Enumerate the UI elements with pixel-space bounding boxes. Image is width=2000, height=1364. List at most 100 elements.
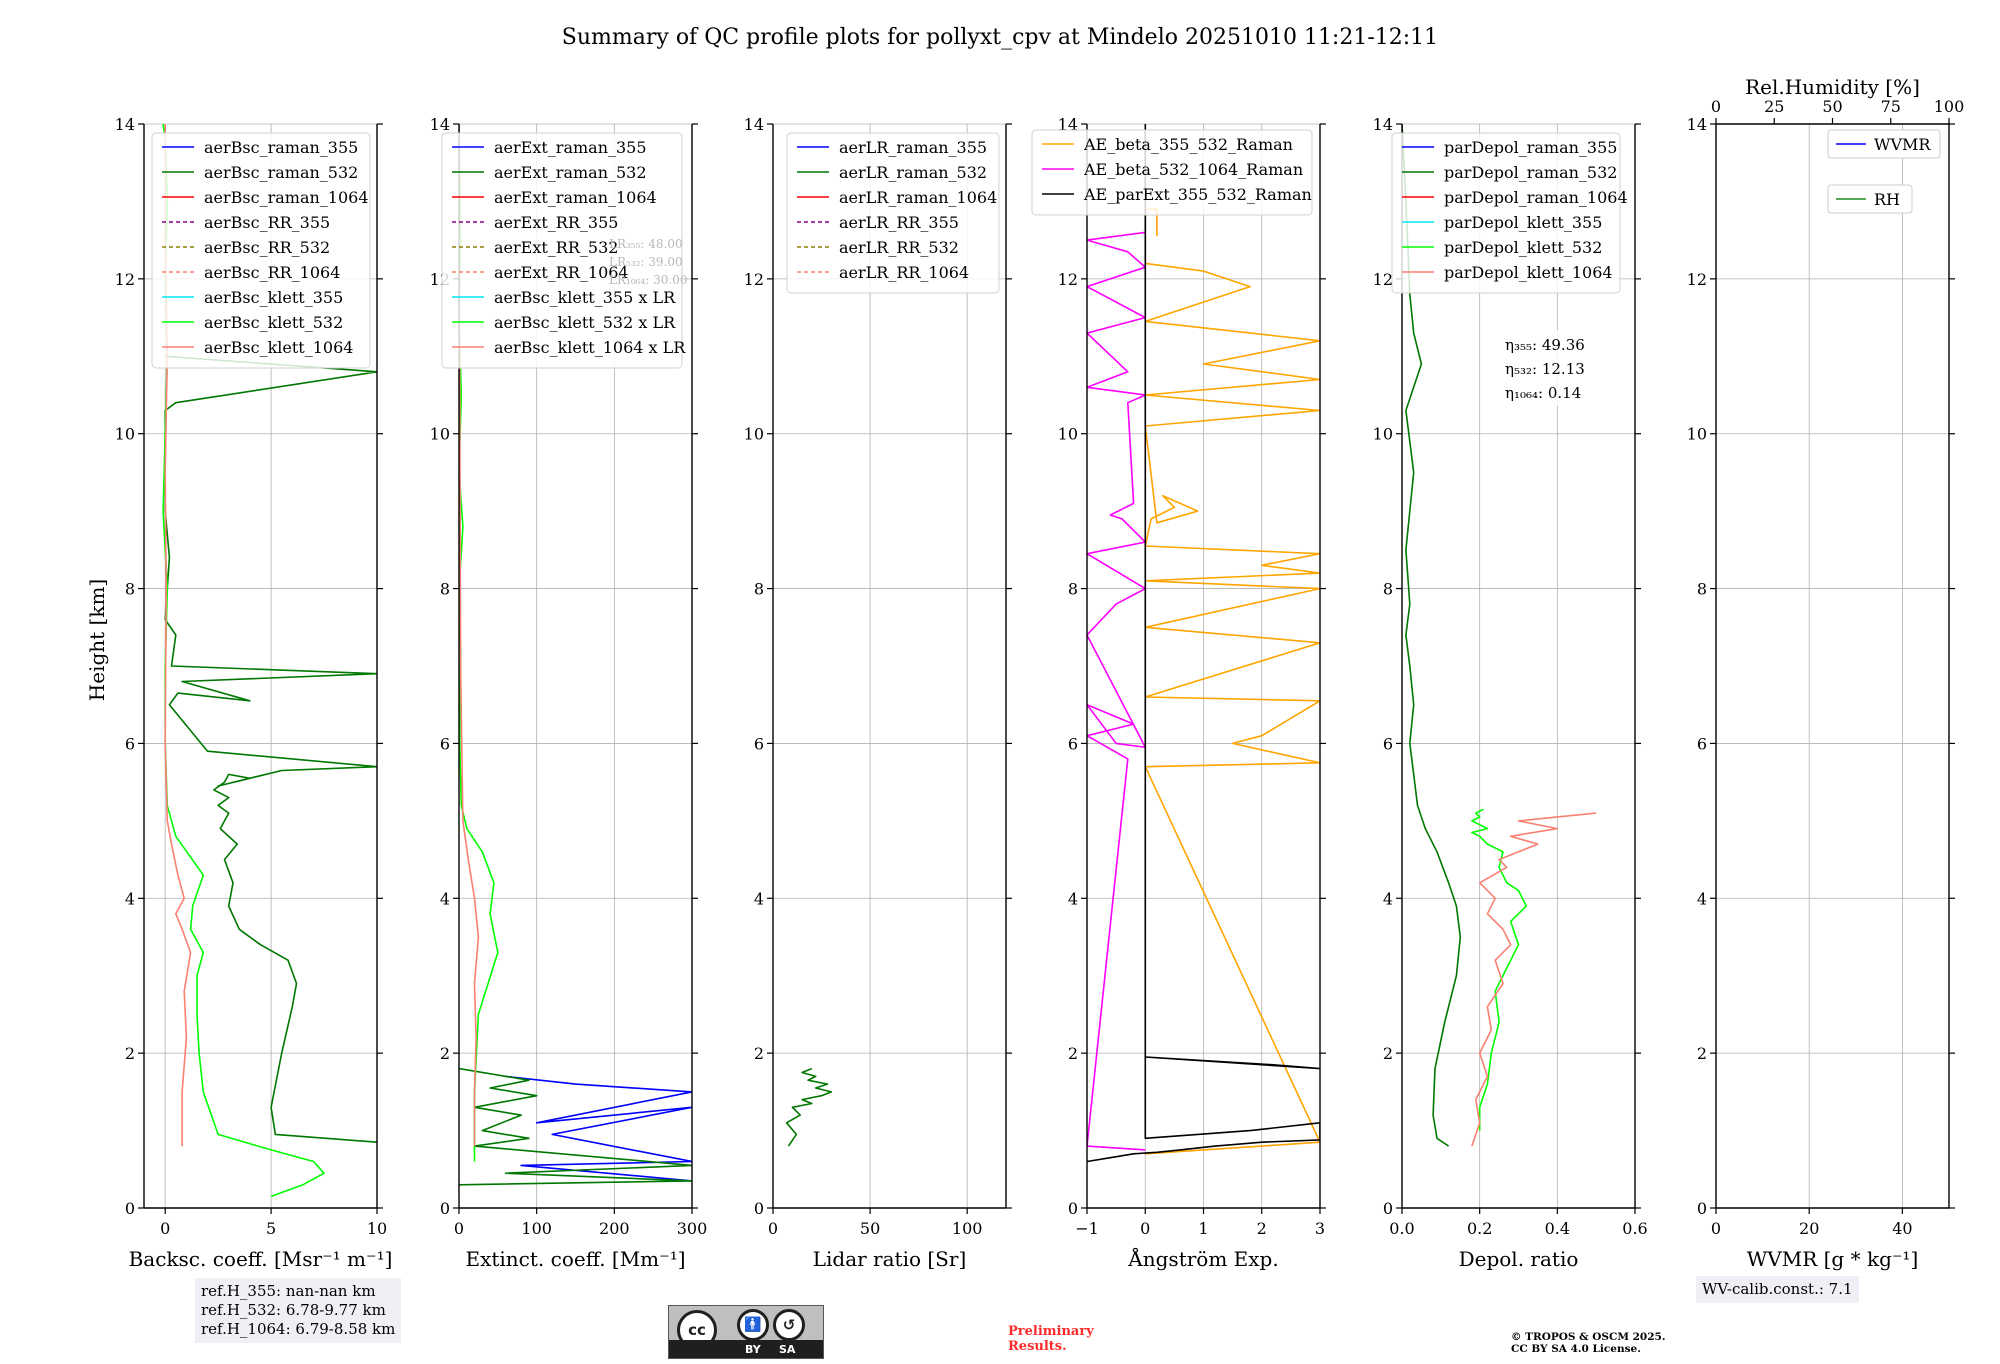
chart-depol-y-tick-label: 10 (1373, 425, 1393, 444)
chart-extinction-legend-label: aerExt_raman_1064 (494, 188, 657, 207)
chart-extinction-legend-label: aerBsc_klett_532 x LR (494, 313, 676, 332)
chart-depol-x-axis-label: Depol. ratio (1459, 1247, 1579, 1271)
chart-lidar_ratio-legend-label: aerLR_RR_355 (839, 213, 959, 232)
chart-lidar_ratio-panel: 0 2 4 6 8 10 12 14 0 50 100 Lidar ratio [Sr] aerLR_r… (744, 115, 1012, 1271)
chart-backscatter-legend-label: aerBsc_RR_355 (204, 213, 330, 232)
chart-angstrom-y-tick-label: 6 (1068, 734, 1078, 753)
chart-backscatter-y-tick-label: 12 (115, 270, 135, 289)
ref-height-532: ref.H_532: 6.78-9.77 km (201, 1301, 386, 1319)
chart-wv-x-tick-label: 40 (1892, 1219, 1912, 1238)
chart-lidar_ratio-y-tick-label: 0 (754, 1199, 764, 1218)
wv-calib-box: WV-calib.const.: 7.1 (1696, 1276, 1859, 1303)
chart-lidar_ratio-y-tick-label: 2 (754, 1044, 764, 1063)
chart-backscatter-legend-label: aerBsc_klett_532 (204, 313, 343, 332)
chart-depol-legend-label: parDepol_klett_355 (1444, 213, 1602, 232)
preliminary-line-2: Results. (1008, 1339, 1067, 1354)
chart-lidar_ratio-legend-label: aerLR_raman_355 (839, 138, 987, 157)
chart-depol-series-parDepol_raman_532 (1402, 124, 1462, 1147)
chart-depol-eta-annotation: η₃₅₅: 49.36 (1505, 336, 1585, 354)
chart-extinction-y-tick-label: 4 (440, 889, 450, 908)
cc-license-badge: cc 🚹 ↺ BY SA (668, 1305, 824, 1359)
chart-backscatter-y-tick-label: 6 (125, 734, 135, 753)
chart-backscatter-legend-label: aerBsc_raman_355 (204, 138, 358, 157)
chart-extinction-legend-label: aerBsc_klett_1064 x LR (494, 338, 686, 357)
chart-angstrom-series-AE_beta_355_532_Raman (1144, 208, 1320, 1155)
chart-backscatter-legend-label: aerBsc_raman_532 (204, 163, 358, 182)
chart-lidar_ratio-legend-label: aerLR_raman_1064 (839, 188, 997, 207)
chart-extinction-series-aerBsc_klett_532 x LR (459, 124, 499, 1162)
chart-lidar_ratio-x-tick-label: 50 (860, 1219, 880, 1238)
chart-lidar_ratio-legend-label: aerLR_RR_1064 (839, 263, 969, 282)
chart-lidar_ratio-y-tick-label: 8 (754, 580, 764, 599)
chart-wv-y-tick-label: 6 (1697, 734, 1707, 753)
chart-depol-y-tick-label: 0 (1383, 1199, 1393, 1218)
chart-extinction-legend-label: aerExt_RR_355 (494, 213, 618, 232)
chart-extinction-y-tick-label: 0 (440, 1199, 450, 1218)
chart-depol-y-tick-label: 6 (1383, 734, 1393, 753)
chart-wv-top-x-tick-label: 100 (1934, 97, 1965, 116)
chart-extinction-x-tick-label: 0 (454, 1219, 464, 1238)
ref-heights-box: ref.H_355: nan-nan km ref.H_532: 6.78-9.… (195, 1278, 402, 1343)
chart-extinction-x-tick-label: 100 (521, 1219, 552, 1238)
chart-angstrom-x-axis-label: Ångström Exp. (1127, 1246, 1278, 1271)
chart-depol-x-tick-label: 0.4 (1545, 1219, 1570, 1238)
chart-depol-x-tick-label: 0.2 (1467, 1219, 1492, 1238)
chart-angstrom-x-tick-label: −1 (1075, 1219, 1099, 1238)
chart-depol-y-tick-label: 14 (1373, 115, 1393, 134)
chart-backscatter-legend-box (151, 132, 371, 369)
chart-wv-y-tick-label: 8 (1697, 580, 1707, 599)
chart-lidar_ratio-x-axis-label: Lidar ratio [Sr] (813, 1247, 967, 1271)
chart-backscatter-y-tick-label: 2 (125, 1044, 135, 1063)
chart-lidar_ratio-y-tick-label: 10 (744, 425, 764, 444)
chart-backscatter-y-tick-label: 0 (125, 1199, 135, 1218)
chart-wv-legend-box (1827, 184, 1913, 214)
chart-depol-x-tick-label: 0.6 (1622, 1219, 1647, 1238)
ref-height-1064: ref.H_1064: 6.79-8.58 km (201, 1320, 396, 1338)
preliminary-results-note: Preliminary Results. (1008, 1324, 1094, 1354)
chart-depol-eta-annotation: η₅₃₂: 12.13 (1505, 360, 1585, 378)
chart-depol-legend-label: parDepol_klett_1064 (1444, 263, 1613, 282)
chart-backscatter-legend-label: aerBsc_klett_355 (204, 288, 343, 307)
chart-lidar_ratio-legend-label: aerLR_RR_532 (839, 238, 959, 257)
chart-backscatter-legend-label: aerBsc_RR_532 (204, 238, 330, 257)
chart-angstrom-x-tick-label: 0 (1140, 1219, 1150, 1238)
chart-wv-legend-box (1827, 129, 1941, 159)
copyright-line-2: CC BY SA 4.0 License. (1511, 1343, 1641, 1355)
chart-angstrom-x-tick-label: 1 (1198, 1219, 1208, 1238)
chart-backscatter-x-tick-label: 0 (160, 1219, 170, 1238)
chart-extinction-lr-annotation: LR₅₃₂: 39.00 (609, 255, 683, 269)
chart-extinction-y-tick-label: 10 (430, 425, 450, 444)
y-axis-label: Height [km] (85, 579, 109, 701)
chart-angstrom-x-tick-label: 2 (1257, 1219, 1267, 1238)
chart-lidar_ratio-legend-box (786, 132, 1000, 294)
chart-angstrom-series-AE_parExt_355_532_Raman (1087, 124, 1320, 1163)
chart-extinction-y-tick-label: 14 (430, 115, 450, 134)
chart-extinction-lr-annotation: LR₁₀₆₄: 30.00 (609, 273, 687, 287)
chart-extinction-series-aerBsc_klett_1064 x LR (459, 124, 480, 1147)
by-attribution-icon: 🚹 (737, 1309, 769, 1341)
chart-extinction-series-aerExt_raman_532 (459, 1067, 692, 1186)
chart-angstrom-y-tick-label: 2 (1068, 1044, 1078, 1063)
preliminary-line-1: Preliminary (1008, 1324, 1094, 1339)
chart-wv-top-x-tick-label: 50 (1822, 97, 1842, 116)
chart-backscatter-legend-label: aerBsc_RR_1064 (204, 263, 340, 282)
chart-angstrom-legend-label: AE_beta_532_1064_Raman (1083, 160, 1303, 179)
chart-extinction-legend-label: aerExt_raman_532 (494, 163, 647, 182)
chart-depol-legend-label: parDepol_raman_532 (1444, 163, 1617, 182)
cc-sa-label: SA (779, 1343, 796, 1356)
chart-backscatter-y-tick-label: 10 (115, 425, 135, 444)
cc-by-label: BY (745, 1343, 761, 1356)
chart-wv-x-axis-label: WVMR [g * kg⁻¹] (1747, 1247, 1919, 1271)
chart-lidar_ratio-legend-label: aerLR_raman_532 (839, 163, 987, 182)
chart-wv-y-tick-label: 4 (1697, 889, 1707, 908)
chart-wv-y-tick-label: 12 (1687, 270, 1707, 289)
chart-lidar_ratio-x-tick-label: 100 (952, 1219, 983, 1238)
chart-backscatter-y-tick-label: 8 (125, 580, 135, 599)
chart-depol-series-parDepol_klett_532 (1471, 808, 1528, 1131)
chart-depol-eta-box (1500, 330, 1592, 406)
chart-angstrom-legend-label: AE_parExt_355_532_Raman (1083, 185, 1312, 204)
chart-depol-y-tick-label: 2 (1383, 1044, 1393, 1063)
